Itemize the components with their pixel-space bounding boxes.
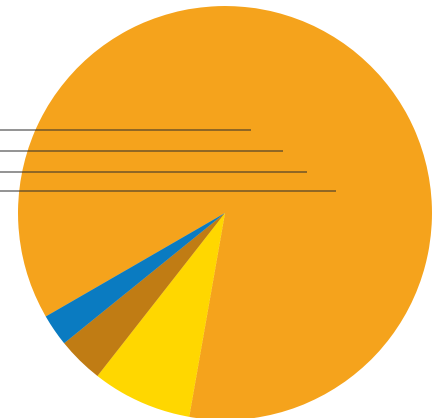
pie-slice-1 [17, 6, 432, 418]
pie-slice-3 [64, 213, 225, 377]
pie-slice-2 [97, 213, 225, 417]
pie-slices [17, 6, 432, 418]
leader-lines [0, 129, 336, 192]
pie-slice-4 [45, 213, 226, 344]
